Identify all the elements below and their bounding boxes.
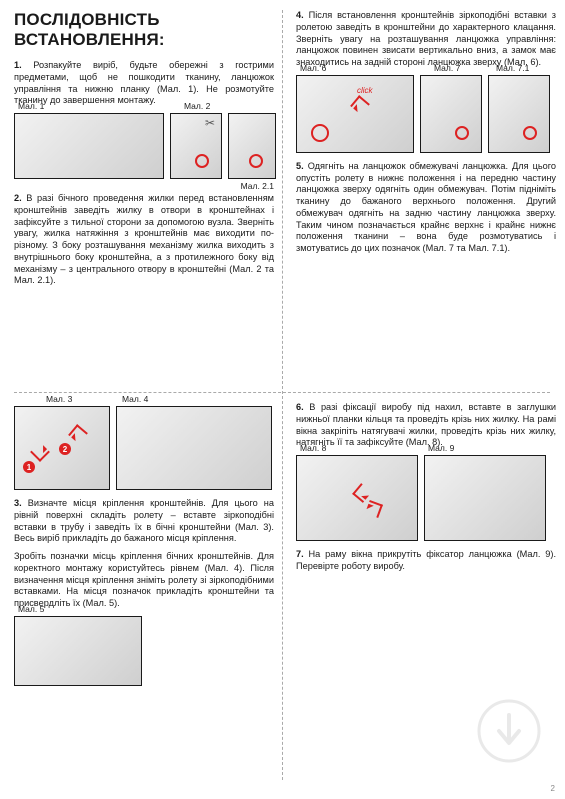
click-label: click: [357, 86, 373, 95]
figure-1: [14, 113, 164, 179]
vertical-divider: [282, 10, 283, 780]
right-bottom-section: 6. В разі фіксації виробу під нахил, вст…: [296, 402, 556, 579]
watermark-icon: [477, 699, 541, 763]
step-4-num: 4.: [296, 10, 304, 20]
fig-row-5: Мал. 8 Мал. 9: [296, 455, 556, 541]
instruction-page: ПОСЛІДОВНІСТЬ ВСТАНОВЛЕННЯ: 1. Розпакуйт…: [0, 0, 565, 799]
badge-2: 2: [59, 443, 71, 455]
step-2-num: 2.: [14, 193, 22, 203]
figure-7-1-label: Мал. 7.1: [496, 63, 529, 73]
step-3-num: 3.: [14, 498, 22, 508]
figure-2-label: Мал. 2: [184, 101, 210, 111]
step-3b-body: Зробіть позначки місць кріплення бічних …: [14, 551, 274, 608]
left-top-section: ПОСЛІДОВНІСТЬ ВСТАНОВЛЕННЯ: 1. Розпакуйт…: [14, 10, 274, 293]
scissors-icon: ✂: [205, 116, 215, 130]
step-7-body: На раму вікна прикрутіть фіксатор ланцюж…: [296, 549, 556, 571]
page-number: 2: [551, 784, 555, 793]
step-4-text: 4. Після встановлення кронштейнів зіркоп…: [296, 10, 556, 69]
figure-7-label: Мал. 7: [434, 63, 460, 73]
figure-5: [14, 616, 142, 686]
fig-row-4: click Мал. 6 Мал. 7 Мал. 7.1: [296, 75, 556, 153]
step-4-body: Після встановлення кронштейнів зіркоподі…: [296, 10, 556, 67]
left-bottom-section: 1 2 Мал. 3 Мал. 4 3. Визначте місця кріп…: [14, 402, 274, 694]
figure-7-1: [488, 75, 550, 153]
step-5-text: 5. Одягніть на ланцюжок обмежувачі ланцю…: [296, 161, 556, 255]
step-7-num: 7.: [296, 549, 304, 559]
figure-9: [424, 455, 546, 541]
step-5-body: Одягніть на ланцюжок обмежувачі ланцюжка…: [296, 161, 556, 253]
step-6-body: В разі фіксації виробу під нахил, вставт…: [296, 402, 556, 447]
step-2-body: В разі бічного проведення жилки перед вс…: [14, 193, 274, 285]
step-6-text: 6. В разі фіксації виробу під нахил, вст…: [296, 402, 556, 449]
right-top-section: 4. Після встановлення кронштейнів зіркоп…: [296, 10, 556, 261]
figure-3-label: Мал. 3: [46, 394, 72, 404]
step-3-body: Визначте місця кріплення кронштейнів. Дл…: [14, 498, 274, 543]
figure-2: ✂: [170, 113, 222, 179]
step-3-text: 3. Визначте місця кріплення кронштейнів.…: [14, 498, 274, 545]
fig-row-1: Мал. 1 ✂ Мал. 2 Мал. 2.1: [14, 113, 274, 179]
figure-8: [296, 455, 418, 541]
figure-9-label: Мал. 9: [428, 443, 454, 453]
step-3b-text: Зробіть позначки місць кріплення бічних …: [14, 551, 274, 610]
figure-5-label: Мал. 5: [18, 604, 44, 614]
figure-1-label: Мал. 1: [18, 101, 44, 111]
figure-6-label: Мал. 6: [300, 63, 326, 73]
figure-8-label: Мал. 8: [300, 443, 326, 453]
figure-3: 1 2: [14, 406, 110, 490]
step-5-num: 5.: [296, 161, 304, 171]
step-1-num: 1.: [14, 60, 22, 70]
step-6-num: 6.: [296, 402, 304, 412]
figure-6: click: [296, 75, 414, 153]
figure-2-1: [228, 113, 276, 179]
figure-4: [116, 406, 272, 490]
fig-row-3: Мал. 5: [14, 616, 274, 686]
figure-2-1-label: Мал. 2.1: [241, 181, 274, 191]
step-7-text: 7. На раму вікна прикрутіть фіксатор лан…: [296, 549, 556, 573]
step-1-body: Розпакуйте виріб, будьте обережні з гост…: [14, 60, 274, 105]
step-1-text: 1. Розпакуйте виріб, будьте обережні з г…: [14, 60, 274, 107]
horizontal-divider: [14, 392, 550, 393]
badge-1: 1: [23, 461, 35, 473]
step-2-text: 2. В разі бічного проведення жилки перед…: [14, 193, 274, 287]
figure-7: [420, 75, 482, 153]
figure-4-label: Мал. 4: [122, 394, 148, 404]
fig-row-2: 1 2 Мал. 3 Мал. 4: [14, 406, 274, 490]
page-title: ПОСЛІДОВНІСТЬ ВСТАНОВЛЕННЯ:: [14, 10, 274, 50]
